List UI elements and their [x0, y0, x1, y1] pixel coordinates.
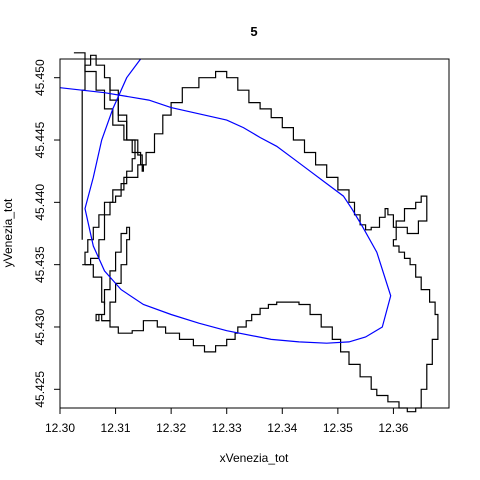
x-tick-label: 12.31	[101, 421, 131, 435]
x-tick-label: 12.30	[45, 421, 75, 435]
x-tick-label: 12.32	[156, 421, 186, 435]
y-tick-label: 45.450	[33, 59, 47, 96]
series-line-5	[59, 58, 392, 344]
y-tick-label: 45.425	[33, 371, 47, 408]
x-tick-label: 12.34	[267, 421, 297, 435]
y-axis-label: yVenezia_tot	[1, 198, 15, 267]
y-tick-label: 45.445	[33, 121, 47, 158]
plot-area	[59, 52, 439, 413]
x-axis: 12.30 12.31 12.32 12.33 12.34 12.35 12.36	[45, 407, 409, 435]
y-tick-label: 45.435	[33, 246, 47, 283]
series-line-3	[84, 70, 439, 413]
x-tick-label: 12.36	[378, 421, 408, 435]
chart-title: 5	[250, 24, 257, 39]
series-line-4	[101, 226, 131, 322]
series-line-2	[81, 54, 136, 266]
y-tick-label: 45.430	[33, 308, 47, 345]
x-axis-label: xVenezia_tot	[220, 451, 289, 465]
x-tick-label: 12.33	[212, 421, 242, 435]
y-axis: 45.425 45.430 45.435 45.440 45.445 45.450	[33, 59, 61, 408]
x-tick-label: 12.35	[323, 421, 353, 435]
y-tick-label: 45.440	[33, 184, 47, 221]
